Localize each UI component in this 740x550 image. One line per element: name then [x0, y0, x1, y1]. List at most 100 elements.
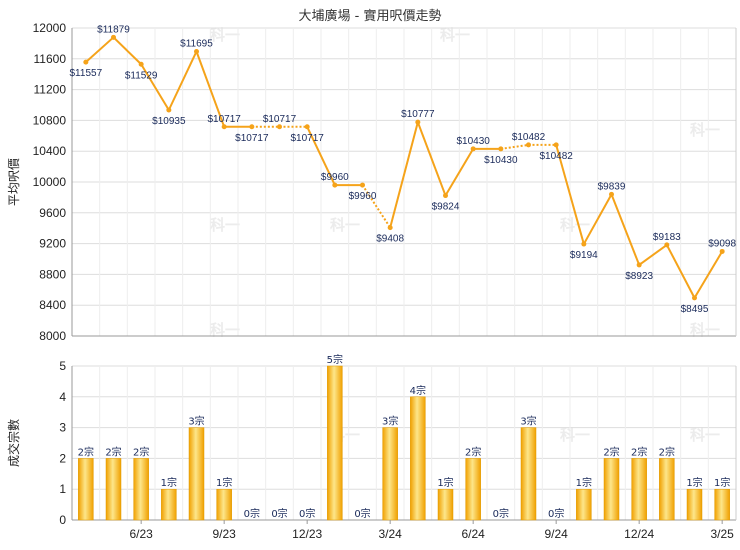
- volume-y-tick-label: 0: [59, 513, 66, 527]
- price-y-tick-label: 8800: [39, 267, 66, 281]
- price-y-tick-label: 9200: [39, 237, 66, 251]
- price-point: [692, 295, 697, 301]
- volume-x-tick-label: 3/24: [378, 527, 402, 541]
- price-data-label: $9960: [349, 191, 377, 202]
- price-point: [111, 34, 116, 40]
- volume-bar: [216, 488, 232, 521]
- volume-data-label: 2宗: [105, 445, 121, 458]
- price-y-tick-label: 11600: [34, 52, 67, 66]
- price-point: [609, 191, 614, 197]
- price-data-label: $10430: [456, 136, 490, 147]
- volume-x-tick-label: 12/24: [624, 527, 654, 541]
- price-line-segment: [500, 143, 529, 150]
- volume-data-label: 0宗: [244, 507, 260, 520]
- price-point: [332, 182, 338, 188]
- watermark-text: 科一: [210, 216, 240, 234]
- price-y-tick-label: 8400: [39, 298, 66, 312]
- volume-data-label: 2宗: [78, 445, 94, 458]
- price-point: [249, 124, 255, 130]
- volume-x-tick-label: 6/24: [461, 527, 485, 541]
- price-data-label: $10717: [207, 114, 241, 125]
- volume-x-tick-label: 9/24: [544, 527, 568, 541]
- volume-bar: [576, 488, 592, 521]
- volume-bar: [714, 488, 730, 521]
- volume-data-label: 4宗: [410, 384, 426, 397]
- price-data-label: $8495: [681, 304, 709, 315]
- watermark-text: 科一: [690, 426, 720, 444]
- price-line-segment: [693, 250, 724, 299]
- volume-data-label: 3宗: [188, 415, 204, 428]
- price-line-segment: [416, 121, 447, 196]
- price-data-label: $9194: [570, 250, 598, 261]
- watermark-text: 科一: [690, 121, 720, 139]
- price-point: [194, 48, 199, 54]
- volume-y-tick-label: 5: [59, 359, 66, 373]
- volume-data-label: 3宗: [520, 415, 536, 428]
- volume-data-label: 1宗: [216, 476, 232, 489]
- price-point: [360, 182, 365, 188]
- volume-bar: [382, 427, 398, 521]
- price-data-label: $10430: [484, 155, 518, 166]
- volume-x-tick-label: 6/23: [129, 527, 153, 541]
- price-y-tick-label: 12000: [33, 21, 67, 35]
- watermark-text: 科一: [210, 321, 240, 339]
- volume-y-axis-label: 成交宗數: [6, 419, 21, 467]
- price-y-axis-label: 平均呎價: [7, 158, 21, 206]
- watermark-text: 科一: [210, 26, 240, 44]
- price-data-label: $8923: [625, 271, 653, 282]
- volume-data-label: 0宗: [299, 507, 315, 520]
- volume-bar: [78, 458, 94, 521]
- price-y-tick-label: 11200: [34, 83, 67, 97]
- volume-x-tick-label: 3/25: [710, 527, 734, 541]
- volume-data-label: 0宗: [493, 507, 509, 520]
- volume-data-label: 0宗: [354, 507, 370, 520]
- price-point: [304, 124, 310, 130]
- price-line-segment: [85, 36, 115, 63]
- price-point: [664, 242, 670, 248]
- price-data-label: $10482: [512, 132, 546, 143]
- price-y-tick-label: 10000: [33, 175, 67, 189]
- volume-data-label: 1宗: [686, 476, 702, 489]
- price-data-label: $10777: [401, 109, 435, 120]
- price-data-label: $11529: [125, 70, 158, 81]
- price-line-segment: [167, 51, 198, 111]
- volume-data-label: 1宗: [714, 476, 730, 489]
- price-y-tick-label: 10400: [33, 144, 67, 158]
- price-line-segment: [665, 244, 696, 299]
- price-data-label: $10717: [235, 133, 269, 144]
- price-line-segment: [444, 148, 475, 197]
- price-data-label: $11695: [180, 38, 213, 49]
- watermark-text: 科一: [330, 216, 360, 234]
- price-y-tick-label: 8000: [39, 329, 66, 343]
- volume-data-label: 0宗: [548, 507, 564, 520]
- price-point: [526, 142, 531, 148]
- price-point: [387, 225, 393, 231]
- price-data-label: $10717: [290, 133, 324, 144]
- price-line-segment: [582, 193, 613, 245]
- volume-data-label: 1宗: [437, 476, 453, 489]
- volume-data-label: 3宗: [382, 415, 398, 428]
- price-data-label: $10717: [263, 114, 297, 125]
- price-data-label: $11879: [97, 24, 130, 35]
- price-line-segment: [610, 194, 641, 266]
- price-point: [138, 61, 144, 67]
- price-point: [581, 241, 587, 247]
- volume-y-tick-label: 3: [59, 421, 66, 435]
- chart-title: 大埔廣場 - 實用呎價走勢: [299, 8, 442, 24]
- price-line-segment: [112, 36, 142, 65]
- price-data-label: $9098: [708, 238, 736, 249]
- price-line-segment: [555, 144, 585, 245]
- price-point: [415, 119, 421, 125]
- price-y-tick-label: 9600: [39, 206, 66, 220]
- price-data-label: $9960: [321, 172, 349, 183]
- volume-bar: [631, 458, 647, 521]
- price-point: [470, 146, 476, 152]
- volume-data-label: 2宗: [659, 445, 675, 458]
- price-line-segment: [389, 121, 419, 228]
- price-point: [553, 142, 559, 148]
- price-line-segment: [140, 63, 170, 111]
- price-point: [636, 262, 642, 268]
- price-data-label: $9183: [653, 232, 681, 243]
